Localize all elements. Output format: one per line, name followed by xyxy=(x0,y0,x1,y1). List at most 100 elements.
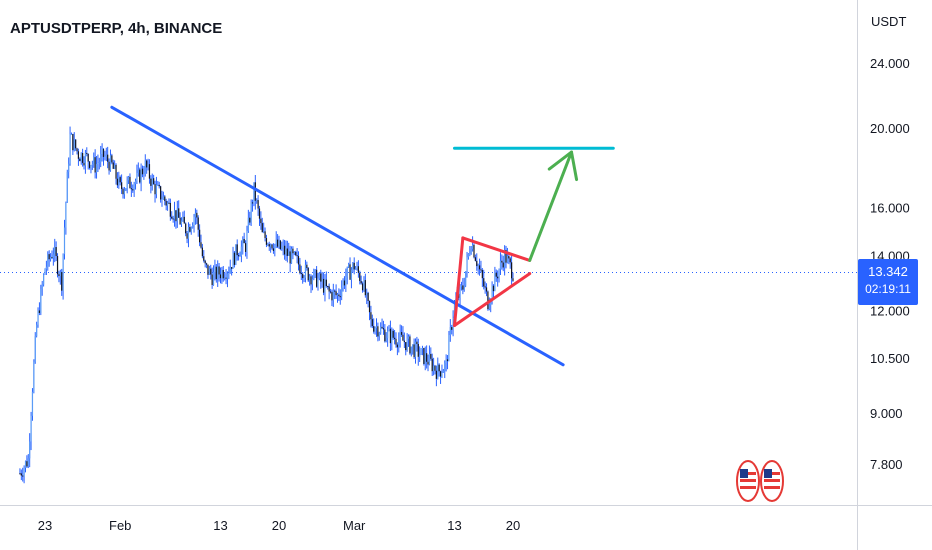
triangle-left-line[interactable] xyxy=(452,236,465,327)
candle-body xyxy=(435,370,437,379)
candle-body xyxy=(402,334,404,341)
candle-body xyxy=(178,208,180,218)
candle-body xyxy=(201,247,203,257)
candle-body xyxy=(370,312,372,320)
candle-body xyxy=(477,265,479,267)
candle-body xyxy=(434,365,436,371)
candle-body xyxy=(238,255,240,257)
candle-body xyxy=(419,354,421,357)
candle-body xyxy=(247,217,249,231)
last-price-badge: 13.342 02:19:11 xyxy=(858,259,918,305)
x-tick-label: 20 xyxy=(272,518,286,533)
candle-body xyxy=(403,340,405,343)
candle-body xyxy=(75,139,77,149)
us-flag-event-icon[interactable] xyxy=(736,459,760,503)
candle-body xyxy=(29,441,31,459)
candle-body xyxy=(37,310,39,325)
candle-body xyxy=(20,473,22,476)
candle-body xyxy=(481,270,483,279)
candle-body xyxy=(108,161,110,171)
candle-body xyxy=(331,292,333,301)
candle-body xyxy=(343,280,346,286)
candle-body xyxy=(34,336,36,362)
candle-body xyxy=(361,283,364,291)
candle-body xyxy=(487,291,489,310)
candle-body xyxy=(70,133,73,135)
candle-body xyxy=(307,268,309,281)
candle-body xyxy=(155,185,158,195)
y-tick-label: 9.000 xyxy=(870,406,903,421)
candle-body xyxy=(378,333,380,337)
candle-body xyxy=(137,169,139,173)
candle-body xyxy=(388,328,390,331)
triangle-lower-line[interactable] xyxy=(452,272,532,327)
candle-body xyxy=(399,332,401,340)
candle-body xyxy=(38,310,41,313)
candle-body xyxy=(509,258,511,263)
candle-body xyxy=(118,177,120,186)
candle-body xyxy=(364,280,366,296)
candle-body xyxy=(172,218,174,220)
candle-body xyxy=(339,296,341,298)
candle-body xyxy=(228,272,230,274)
candle-body xyxy=(76,148,78,152)
candle-body xyxy=(272,248,275,251)
y-tick-label: 10.500 xyxy=(870,351,910,366)
candle-body xyxy=(23,467,25,477)
candle-body xyxy=(112,162,114,169)
candle-body xyxy=(444,362,446,371)
candle-body xyxy=(22,475,24,477)
candle-body xyxy=(506,256,509,263)
candle-body xyxy=(265,238,268,245)
candle-body xyxy=(368,300,371,313)
candle-body xyxy=(488,305,490,310)
last-price: 13.342 xyxy=(868,264,908,279)
target-arrow[interactable] xyxy=(528,150,573,262)
candle-body xyxy=(225,277,227,279)
candle-body xyxy=(264,231,266,239)
candle-body xyxy=(412,344,414,347)
candle-body xyxy=(122,188,124,195)
candle-body xyxy=(221,269,223,279)
candle-body xyxy=(282,245,284,248)
candle-body xyxy=(27,458,29,467)
candle-body xyxy=(448,335,450,362)
candle-body xyxy=(510,262,513,279)
candle-body xyxy=(55,247,57,257)
y-tick-label: 24.000 xyxy=(870,56,910,71)
candle-body xyxy=(405,342,407,351)
candle-body xyxy=(341,287,343,297)
candle-body xyxy=(318,273,320,279)
candle-body xyxy=(194,212,197,217)
candle-body xyxy=(433,365,435,372)
x-tick-label: 20 xyxy=(506,518,520,533)
candle-body xyxy=(179,217,181,225)
triangle-upper-line[interactable] xyxy=(461,236,532,262)
descending-trendline[interactable] xyxy=(110,105,565,367)
candle-body xyxy=(469,253,471,255)
candle-body xyxy=(240,246,242,256)
candle-body xyxy=(325,279,327,286)
candle-body xyxy=(485,287,488,292)
candle-body xyxy=(52,254,54,258)
candle-body xyxy=(54,247,56,255)
candle-body xyxy=(409,336,411,354)
candle-body xyxy=(504,250,506,268)
y-tick-label: 7.800 xyxy=(870,457,903,472)
candle-body xyxy=(381,326,383,329)
candle-body xyxy=(336,294,339,296)
candle-body xyxy=(385,338,387,342)
candle-body xyxy=(72,133,74,151)
currency-label: USDT xyxy=(871,14,906,29)
us-flag-event-icon[interactable] xyxy=(760,459,784,503)
candle-body xyxy=(151,178,153,186)
candle-body xyxy=(416,341,418,345)
candle-body xyxy=(375,326,378,329)
candle-body xyxy=(275,239,277,245)
candle-body xyxy=(292,248,294,254)
candle-body xyxy=(123,190,125,195)
candle-body xyxy=(260,218,262,224)
candle-body xyxy=(36,324,38,337)
